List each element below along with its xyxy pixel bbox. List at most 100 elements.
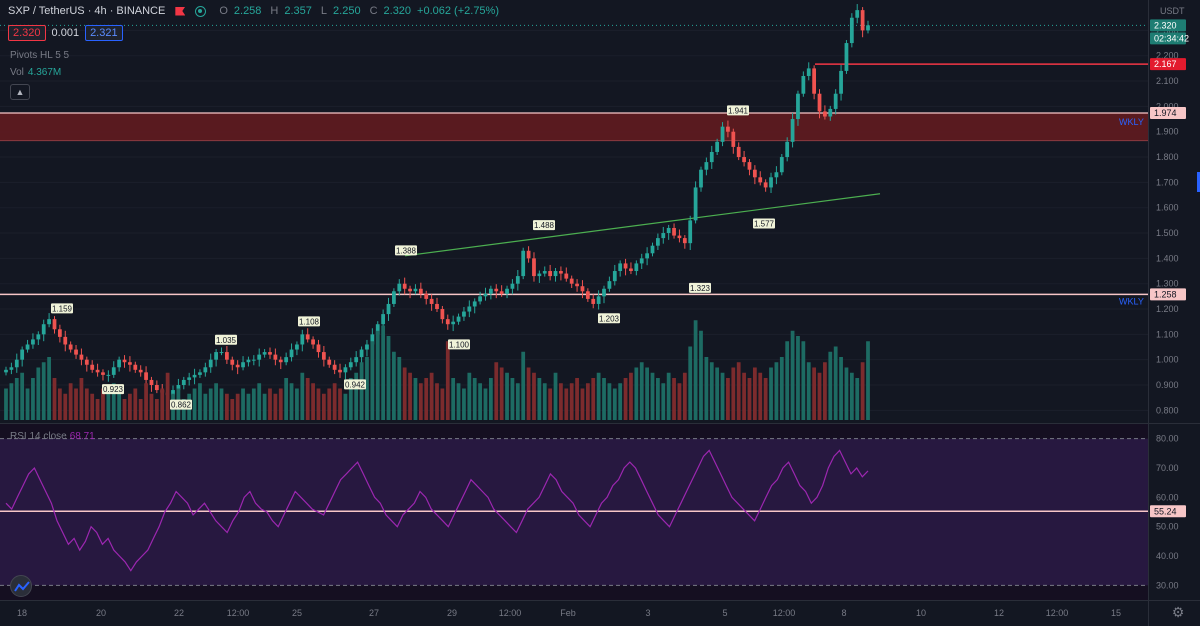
candle-body — [537, 273, 542, 277]
volume-bar — [122, 399, 127, 420]
candle-body — [833, 93, 838, 109]
candle-body — [688, 220, 693, 244]
pivot-label-box — [753, 218, 775, 229]
volume-bar — [273, 393, 278, 420]
pivots-indicator[interactable]: Pivots HL 5 5 — [10, 50, 69, 61]
close-label: C — [369, 5, 378, 17]
volume-bar — [154, 399, 159, 420]
candle-body — [57, 329, 62, 337]
candle-body — [327, 359, 332, 365]
candle-body — [31, 339, 35, 345]
candle-body — [117, 359, 122, 368]
eye-icon[interactable] — [195, 5, 207, 17]
volume-bar — [483, 388, 488, 420]
rsi-value: 68.71 — [69, 431, 95, 442]
volume-bar — [365, 357, 369, 420]
time-tick: 12:00 — [499, 608, 522, 618]
candle-body — [176, 385, 181, 391]
volume-bar — [225, 393, 229, 420]
volume-bar — [736, 362, 741, 420]
price-tick: 1.800 — [1156, 152, 1179, 162]
time-tick: Feb — [560, 608, 576, 618]
price-tick: 1.100 — [1156, 329, 1179, 339]
pivot-label: 1.159 — [52, 304, 73, 313]
volume-label: Vol — [10, 67, 24, 78]
volume-bar — [9, 383, 14, 420]
volume-bar — [849, 372, 854, 420]
candle-body — [839, 70, 843, 94]
time-tick: 3 — [645, 608, 650, 618]
pivot-label-box — [298, 316, 320, 327]
time-tick: 29 — [447, 608, 457, 618]
volume-indicator[interactable]: Vol 4.367M — [10, 67, 61, 78]
volume-bar — [602, 378, 606, 420]
candle-body — [111, 367, 116, 375]
volume-bar — [381, 325, 386, 420]
pivot-label-box — [598, 313, 620, 324]
volume-bar — [235, 393, 240, 420]
volume-bar — [375, 330, 380, 420]
volume-bar — [278, 388, 283, 420]
volume-bar — [192, 388, 197, 420]
buy-button[interactable]: 2.321 — [85, 25, 123, 41]
pivots-label: Pivots HL 5 5 — [10, 50, 70, 61]
candle-body — [392, 291, 396, 304]
rsi-indicator[interactable]: RSI 14 close 68.71 — [10, 431, 95, 442]
candle-body — [316, 344, 321, 353]
volume-bar — [295, 388, 299, 420]
volume-bar — [839, 357, 843, 420]
candle-body — [591, 298, 596, 304]
candle-body — [462, 311, 466, 317]
volume-bar — [214, 383, 218, 420]
volume-bar — [160, 388, 165, 420]
chevron-up-icon: ▲ — [15, 87, 25, 97]
candle-body — [445, 319, 450, 325]
volume-bar — [472, 378, 477, 420]
candle-body — [273, 354, 278, 360]
collapse-legend-button[interactable]: ▲ — [10, 84, 30, 100]
candle-body — [779, 157, 784, 173]
candle-body — [343, 367, 348, 373]
candle-body — [47, 319, 51, 325]
volume-bar — [408, 372, 412, 420]
volume-bar — [117, 388, 122, 420]
pivot-label-box — [215, 334, 237, 345]
candle-body — [90, 364, 95, 370]
flag-icon[interactable] — [175, 6, 186, 16]
volume-bar — [612, 388, 617, 420]
candle-body — [257, 354, 262, 360]
candle-body — [817, 93, 822, 112]
high-label: H — [270, 5, 279, 17]
sell-button[interactable]: 2.320 — [8, 25, 46, 41]
volume-bar — [348, 378, 353, 420]
volume-bar — [661, 383, 666, 420]
volume-bar — [284, 378, 289, 420]
volume-bar — [79, 378, 84, 420]
tradingview-logo[interactable] — [10, 575, 32, 597]
ascending-trendline — [404, 193, 881, 257]
volume-bar — [779, 357, 784, 420]
candle-body — [860, 10, 865, 31]
candle-body — [413, 288, 418, 292]
volume-bar — [774, 362, 779, 420]
scroll-handle[interactable] — [1197, 172, 1200, 192]
candle-body — [801, 75, 806, 94]
volume-bar — [208, 388, 213, 420]
candle-body — [769, 177, 773, 188]
price-tick: 1.000 — [1156, 355, 1179, 365]
time-tick: 15 — [1111, 608, 1121, 618]
volume-bar — [203, 393, 208, 420]
candle-body — [844, 43, 849, 71]
time-tick: 20 — [96, 608, 106, 618]
candle-body — [370, 334, 375, 345]
volume-bar — [715, 367, 720, 420]
candle-body — [246, 359, 251, 363]
symbol-label[interactable]: SXP / TetherUS · 4h · BINANCE — [8, 5, 166, 17]
pivot-label-box — [727, 105, 749, 116]
volume-bar — [57, 388, 62, 420]
candle-body — [526, 250, 531, 259]
candle-body — [505, 288, 509, 294]
gear-icon[interactable]: ⚙ — [1171, 604, 1185, 620]
